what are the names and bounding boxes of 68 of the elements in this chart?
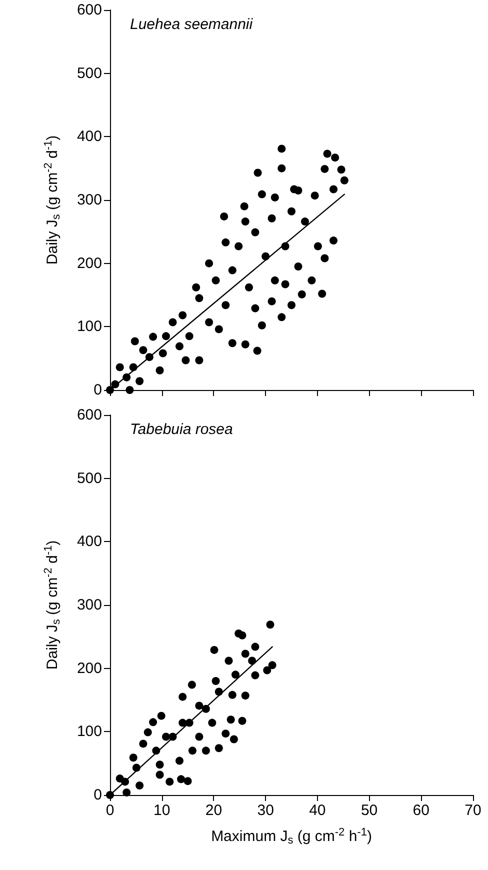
chart-title: Tabebuia rosea	[130, 421, 233, 438]
y-tick-label: 400	[76, 128, 102, 146]
y-tick-label: 500	[76, 470, 102, 487]
chart-title: Luehea seemannii	[130, 16, 254, 33]
point	[149, 718, 158, 726]
x-tick-label: 50	[360, 802, 378, 819]
y-axis-title: Daily Js (g cm-2 d-1)	[42, 135, 62, 265]
y-tick-label: 0	[94, 382, 102, 398]
point	[268, 661, 276, 670]
point	[139, 740, 148, 748]
point	[195, 702, 204, 710]
point	[238, 631, 246, 640]
x-tick-label: 70	[464, 802, 482, 819]
y-tick-label: 400	[76, 533, 102, 550]
point	[188, 746, 196, 755]
point	[136, 782, 144, 790]
point	[156, 760, 164, 769]
y-tick-label: 0	[94, 786, 102, 804]
point	[122, 788, 131, 796]
point	[222, 730, 230, 738]
point	[178, 718, 187, 727]
point	[248, 656, 256, 665]
x-tick-label: 30	[257, 802, 274, 819]
y-tick-label: 300	[76, 596, 102, 614]
point	[156, 770, 164, 779]
point	[144, 728, 152, 736]
point	[266, 620, 274, 629]
point	[232, 670, 240, 679]
point	[208, 718, 216, 727]
point	[202, 746, 210, 755]
y-tick-label: 500	[76, 64, 102, 82]
y-tick-label: 600	[76, 406, 102, 424]
point	[178, 692, 187, 701]
point	[195, 732, 204, 741]
point	[226, 716, 235, 724]
point	[157, 712, 166, 720]
y-tick-label: 200	[76, 254, 102, 272]
point	[184, 777, 192, 786]
x-tick-label: 20	[205, 802, 222, 819]
point	[177, 775, 186, 784]
point	[230, 735, 238, 744]
point	[224, 656, 233, 665]
x-tick-label: 10	[154, 802, 170, 819]
point	[251, 642, 260, 651]
y-tick-label: 100	[76, 318, 102, 336]
point	[129, 754, 138, 762]
point	[175, 756, 184, 765]
y-axis-title: Daily Js (g cm-2 d-1)	[42, 540, 62, 670]
y-tick-label: 200	[76, 660, 102, 677]
point	[106, 791, 114, 799]
point	[188, 680, 196, 689]
y-tick-label: 600	[76, 2, 102, 18]
point	[228, 690, 236, 699]
point	[241, 692, 250, 700]
point	[238, 716, 246, 725]
point	[162, 732, 170, 741]
point	[241, 650, 250, 658]
y-tick-label: 300	[76, 192, 102, 208]
y-tick-label: 100	[76, 723, 102, 740]
point	[263, 666, 272, 674]
point	[212, 677, 220, 685]
point	[251, 671, 260, 680]
x-tick-label: 0	[106, 802, 114, 819]
point	[210, 646, 218, 654]
point	[214, 744, 223, 752]
point	[166, 778, 174, 786]
x-tick-label: 60	[412, 802, 430, 819]
x-tick-label: 40	[309, 802, 326, 819]
